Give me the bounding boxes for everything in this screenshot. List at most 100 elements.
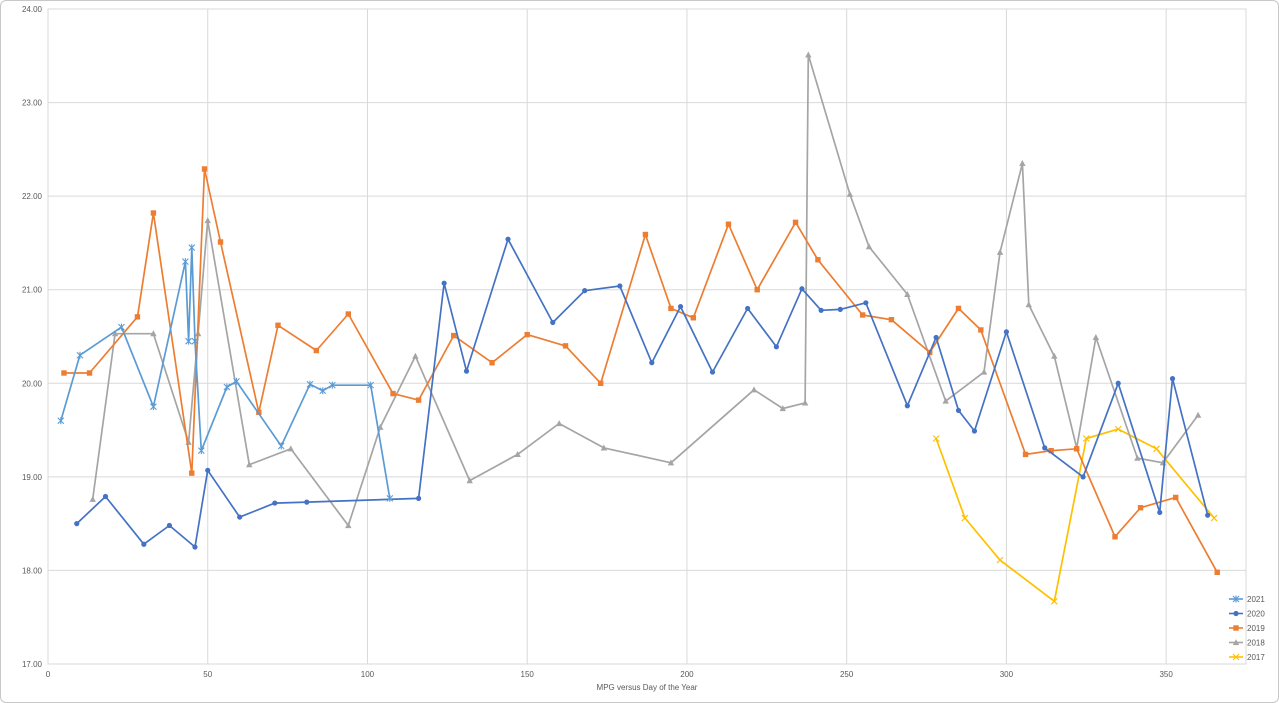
data-point-2018 [805, 51, 812, 58]
legend-marker-2021 [1232, 595, 1240, 603]
legend-item-2020: 2020 [1229, 610, 1265, 619]
data-point-2020 [863, 300, 869, 306]
data-point-2019 [1022, 451, 1029, 458]
data-point-2020 [1169, 376, 1176, 382]
data-point-2021 [328, 381, 336, 389]
data-point-2021 [188, 244, 196, 252]
data-point-2018 [1092, 334, 1100, 341]
data-point-2019 [859, 312, 866, 318]
x-tick-label: 100 [361, 670, 375, 679]
data-point-2019 [217, 239, 224, 245]
x-axis-tick-labels: 0 50 100 150 200 250 300 350 [46, 670, 1174, 679]
series-line-2020 [76, 238, 1209, 548]
data-point-2020 [166, 522, 172, 529]
x-tick-label: 300 [1000, 670, 1014, 679]
legend: 2021 2020 2019 2018 2017 [1229, 595, 1265, 662]
legend-item-2018: 2018 [1229, 639, 1265, 648]
data-point-2020 [971, 428, 978, 434]
data-point-2018 [865, 243, 873, 250]
y-tick-label: 18.00 [22, 566, 43, 575]
data-point-2021 [185, 337, 192, 345]
data-point-2020 [582, 288, 588, 294]
data-point-2019 [562, 343, 569, 349]
data-point-2019 [275, 322, 281, 328]
legend-item-2021: 2021 [1229, 595, 1265, 604]
x-axis-title: MPG versus Day of the Year [597, 683, 698, 692]
data-point-2019 [451, 332, 457, 339]
series-line-2018 [91, 53, 1199, 527]
data-point-2021 [277, 442, 285, 450]
data-point-2020 [1042, 445, 1048, 451]
series-line-2017 [935, 428, 1215, 603]
data-point-2020 [818, 307, 824, 313]
data-point-2021 [57, 417, 65, 425]
data-point-2020 [415, 495, 422, 501]
data-point-2019 [390, 390, 396, 397]
x-tick-label: 200 [680, 670, 694, 679]
data-point-2019 [1173, 494, 1179, 501]
data-point-2020 [237, 514, 243, 520]
data-point-2020 [1157, 509, 1163, 516]
legend-label: 2017 [1247, 653, 1265, 662]
x-tick-label: 0 [46, 670, 51, 679]
data-point-2018 [111, 330, 119, 337]
data-point-2017 [1114, 425, 1122, 433]
data-point-2019 [792, 219, 799, 226]
plot-area [47, 8, 1247, 665]
y-tick-label: 21.00 [22, 286, 43, 295]
data-point-2020 [463, 368, 470, 374]
data-point-2021 [197, 447, 205, 455]
data-point-2019 [489, 360, 495, 366]
data-point-2018 [246, 461, 253, 468]
data-point-2019 [415, 397, 422, 403]
data-point-2020 [799, 286, 805, 292]
data-point-2018 [89, 495, 96, 502]
data-point-2020 [441, 280, 447, 286]
data-point-2017 [932, 435, 940, 442]
legend-marker-2018 [1232, 639, 1240, 646]
data-point-2018 [466, 477, 473, 484]
data-point-2021 [118, 323, 125, 331]
data-point-2020 [205, 467, 211, 473]
data-point-2019 [150, 210, 157, 216]
data-point-2020 [617, 283, 623, 289]
legend-label: 2020 [1247, 610, 1265, 619]
data-point-2018 [1134, 454, 1141, 461]
gridlines [47, 8, 1247, 665]
data-point-2018 [904, 290, 911, 297]
data-point-2021 [367, 381, 375, 389]
legend-label: 2018 [1247, 639, 1265, 648]
data-point-2019 [1112, 534, 1118, 540]
data-point-2020 [955, 407, 962, 414]
data-point-2021 [386, 494, 394, 502]
data-point-2019 [668, 305, 674, 312]
data-point-2020 [745, 305, 751, 312]
data-point-2018 [996, 248, 1004, 255]
data-point-2021 [191, 337, 199, 345]
data-point-2017 [1210, 514, 1218, 522]
series-2020 [74, 236, 1211, 550]
data-point-2019 [725, 221, 732, 227]
data-point-2021 [306, 380, 314, 388]
data-point-2018 [779, 405, 786, 412]
data-point-2021 [223, 383, 231, 391]
data-point-2018 [345, 522, 352, 529]
data-point-2017 [961, 514, 969, 522]
data-point-2019 [134, 314, 141, 320]
data-point-2019 [597, 380, 604, 386]
data-point-2018 [287, 445, 294, 452]
data-point-2019 [690, 315, 697, 321]
data-point-2019 [86, 370, 93, 376]
data-point-2019 [1048, 447, 1054, 454]
data-point-2020 [773, 344, 779, 350]
data-point-2020 [74, 521, 80, 527]
data-point-2020 [904, 403, 910, 409]
x-tick-label: 250 [840, 670, 854, 679]
series-2021 [57, 244, 394, 502]
data-point-2021 [181, 258, 189, 266]
data-point-2021 [76, 351, 84, 359]
data-point-2017 [1082, 435, 1090, 442]
data-point-2019 [815, 257, 821, 263]
data-point-2019 [955, 305, 962, 312]
data-point-2021 [150, 403, 157, 411]
